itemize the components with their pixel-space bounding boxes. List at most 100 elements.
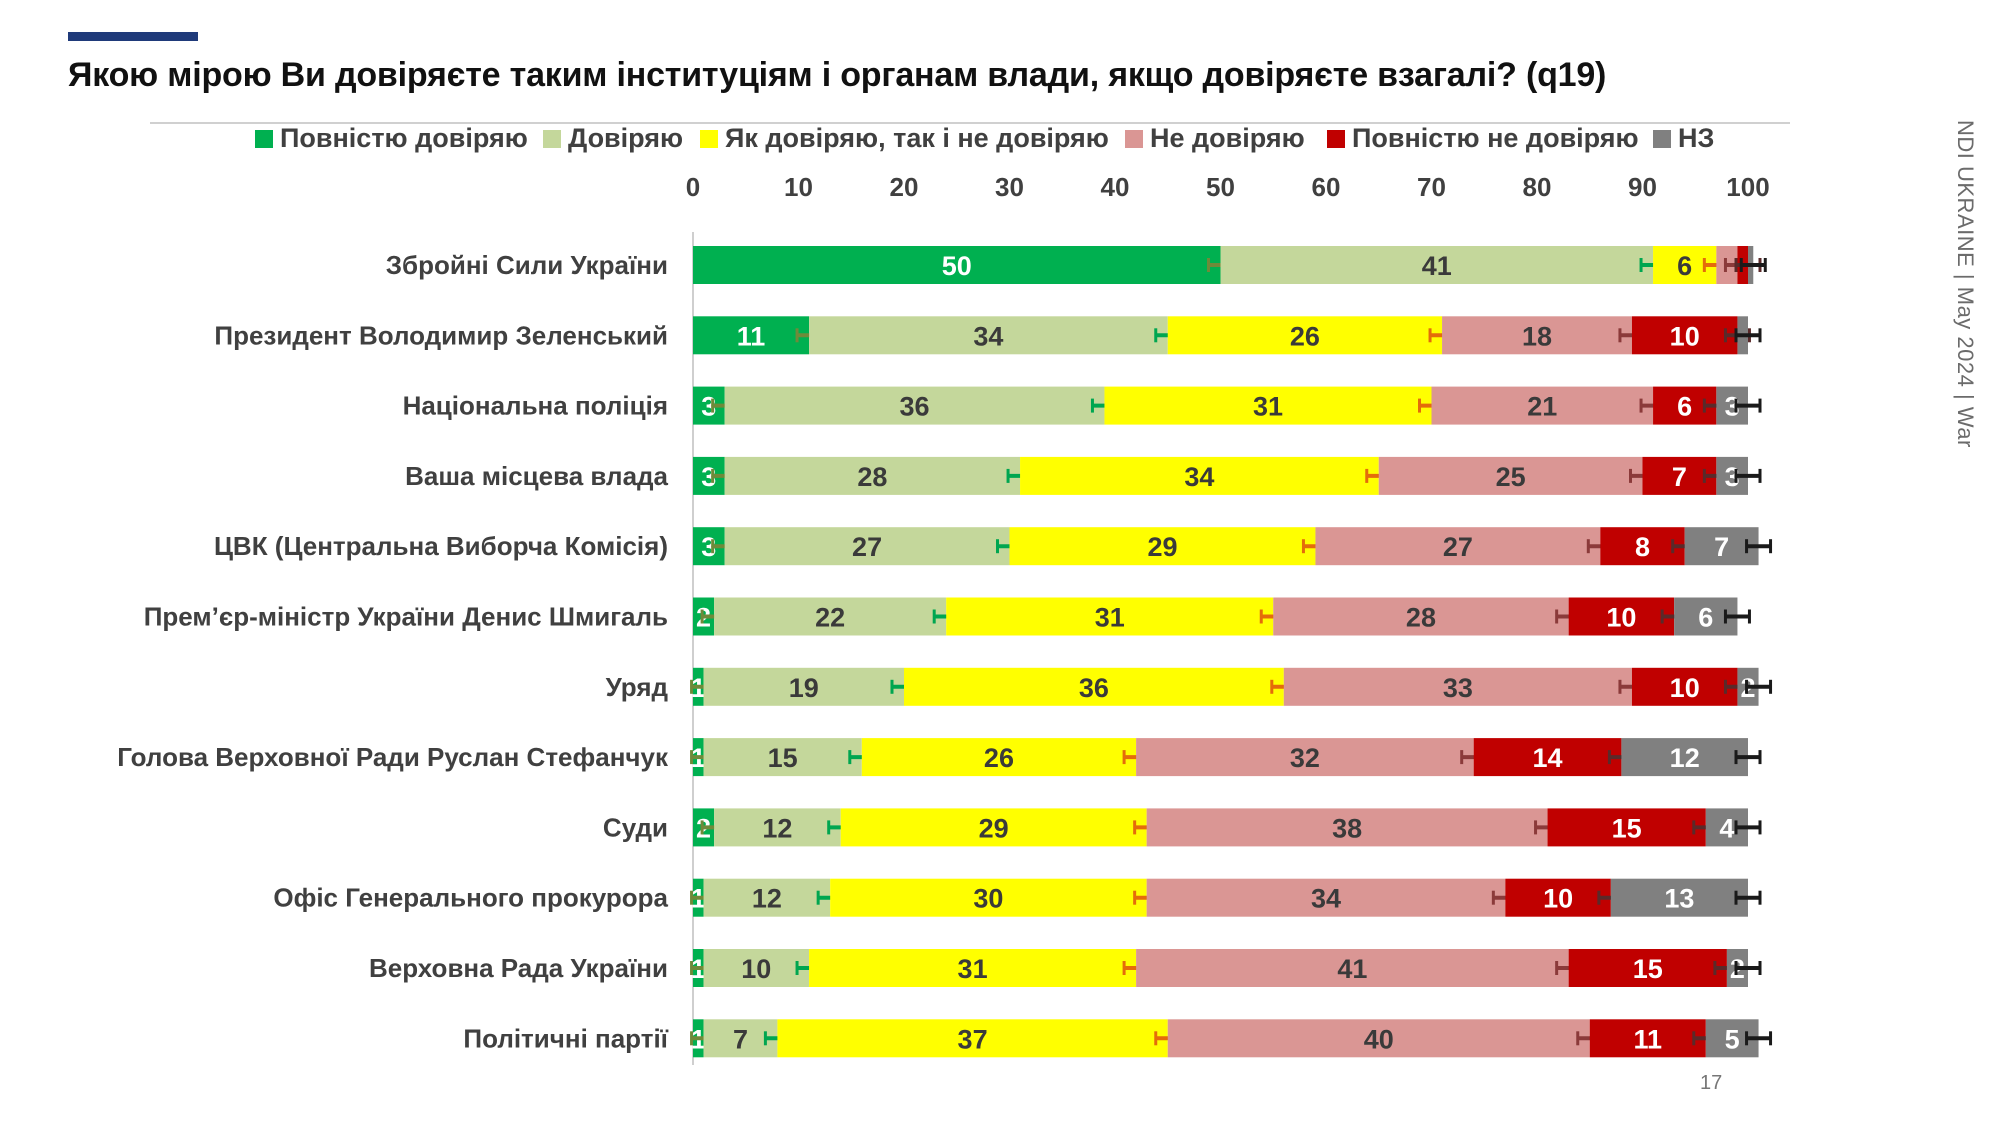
data-label: 27 (852, 532, 882, 562)
data-label: 30 (973, 884, 1003, 914)
x-tick-label: 100 (1726, 172, 1769, 202)
data-label: 15 (1612, 813, 1642, 843)
category-label: Політичні партії (463, 1023, 668, 1053)
bar-segment (703, 949, 810, 987)
bar-segment (703, 738, 862, 777)
bar-segment (1273, 597, 1569, 636)
data-label: 40 (1364, 1024, 1394, 1054)
x-tick-label: 60 (1312, 172, 1341, 202)
data-label: 7 (1672, 462, 1687, 492)
data-label: 38 (1332, 813, 1362, 843)
data-label: 12 (1670, 743, 1700, 773)
data-label: 41 (1422, 251, 1452, 281)
bar-segment (1589, 1019, 1706, 1058)
bar-segment (1631, 667, 1738, 706)
x-tick-label: 80 (1523, 172, 1552, 202)
data-label: 10 (1606, 603, 1636, 633)
category-label: Уряд (606, 672, 669, 702)
data-label: 32 (1290, 743, 1320, 773)
bar-segment (1473, 738, 1622, 777)
data-label: 6 (1677, 251, 1692, 281)
data-label: 6 (1677, 392, 1692, 422)
data-label: 10 (1670, 321, 1700, 351)
legend-swatch (1125, 130, 1143, 148)
legend-label: Не довіряю (1150, 123, 1305, 153)
data-label: 15 (1633, 954, 1663, 984)
bar-segment (1442, 316, 1632, 355)
bar-segment (1220, 246, 1654, 284)
data-label: 34 (1184, 462, 1214, 492)
bar-segment (809, 949, 1137, 987)
bar-segment (693, 316, 810, 355)
data-label: 12 (762, 813, 792, 843)
bar-segment (1547, 808, 1706, 847)
bar-segment (1136, 949, 1569, 987)
data-label: 14 (1533, 743, 1563, 773)
category-label: Національна поліція (403, 391, 668, 421)
x-tick-label: 50 (1206, 172, 1235, 202)
category-label: Суди (603, 812, 668, 842)
category-label: Голова Верховної Ради Руслан Стефанчук (117, 742, 669, 772)
data-label: 36 (900, 392, 930, 422)
data-label: 25 (1496, 462, 1526, 492)
bar-segment (714, 597, 947, 636)
bar-segment (724, 456, 1021, 495)
bar-segment (714, 808, 841, 847)
legend-label: Повністю не довіряю (1352, 123, 1639, 153)
bar-segment (724, 527, 1010, 566)
data-label: 28 (1406, 603, 1436, 633)
bar-segment (1167, 316, 1443, 355)
side-label: NDI UKRAINE | May 2024 | War (1953, 120, 1978, 448)
legend-swatch (700, 130, 718, 148)
legend-swatch (543, 130, 561, 148)
legend-label: Повністю довіряю (280, 123, 528, 153)
page-number: 17 (1700, 1072, 1723, 1094)
data-label: 11 (1634, 1024, 1663, 1054)
bar-segment (1020, 456, 1379, 495)
bar-segment (703, 667, 904, 706)
bar-segment (1631, 316, 1738, 355)
x-tick-label: 10 (784, 172, 813, 202)
chart-title: Якою мірою Ви довіряєте таким інституція… (68, 56, 1607, 94)
x-tick-label: 40 (1101, 172, 1130, 202)
bar-segment (1315, 527, 1601, 566)
bar-segment (1167, 1019, 1590, 1058)
data-label: 28 (857, 462, 887, 492)
legend-label: Як довіряю, так і не довіряю (725, 123, 1109, 153)
data-label: 33 (1443, 673, 1473, 703)
bar-segment (1283, 667, 1632, 706)
bar-segment (830, 878, 1147, 917)
legend-label: НЗ (1678, 123, 1714, 153)
bar-segment (809, 316, 1168, 355)
x-tick-label: 90 (1628, 172, 1657, 202)
data-label: 15 (768, 743, 798, 773)
category-label: Прем’єр-міністр України Денис Шмигаль (144, 602, 668, 632)
bar-segment (777, 1019, 1168, 1058)
legend-swatch (1327, 130, 1345, 148)
data-label: 21 (1527, 392, 1557, 422)
data-label: 31 (958, 954, 988, 984)
data-label: 26 (984, 743, 1014, 773)
bar-segment (693, 246, 1221, 284)
bar-segment (1146, 808, 1548, 847)
bar-segment (724, 386, 1105, 425)
bar-segment (703, 878, 831, 917)
x-tick-label: 70 (1417, 172, 1446, 202)
category-label: Президент Володимир Зеленський (214, 320, 668, 350)
data-label: 50 (942, 251, 972, 281)
legend-divider (150, 122, 1790, 124)
data-label: 4 (1719, 813, 1734, 843)
bar-segment (1104, 386, 1432, 425)
data-label: 6 (1698, 603, 1713, 633)
legend-label: Довіряю (568, 123, 683, 153)
bar-segment (1136, 738, 1474, 777)
bar-segment (1378, 456, 1643, 495)
data-label: 29 (1147, 532, 1177, 562)
data-label: 10 (1670, 673, 1700, 703)
data-label: 26 (1290, 321, 1320, 351)
data-label: 19 (789, 673, 819, 703)
data-label: 7 (1714, 532, 1729, 562)
x-tick-label: 20 (890, 172, 919, 202)
data-label: 22 (815, 603, 845, 633)
